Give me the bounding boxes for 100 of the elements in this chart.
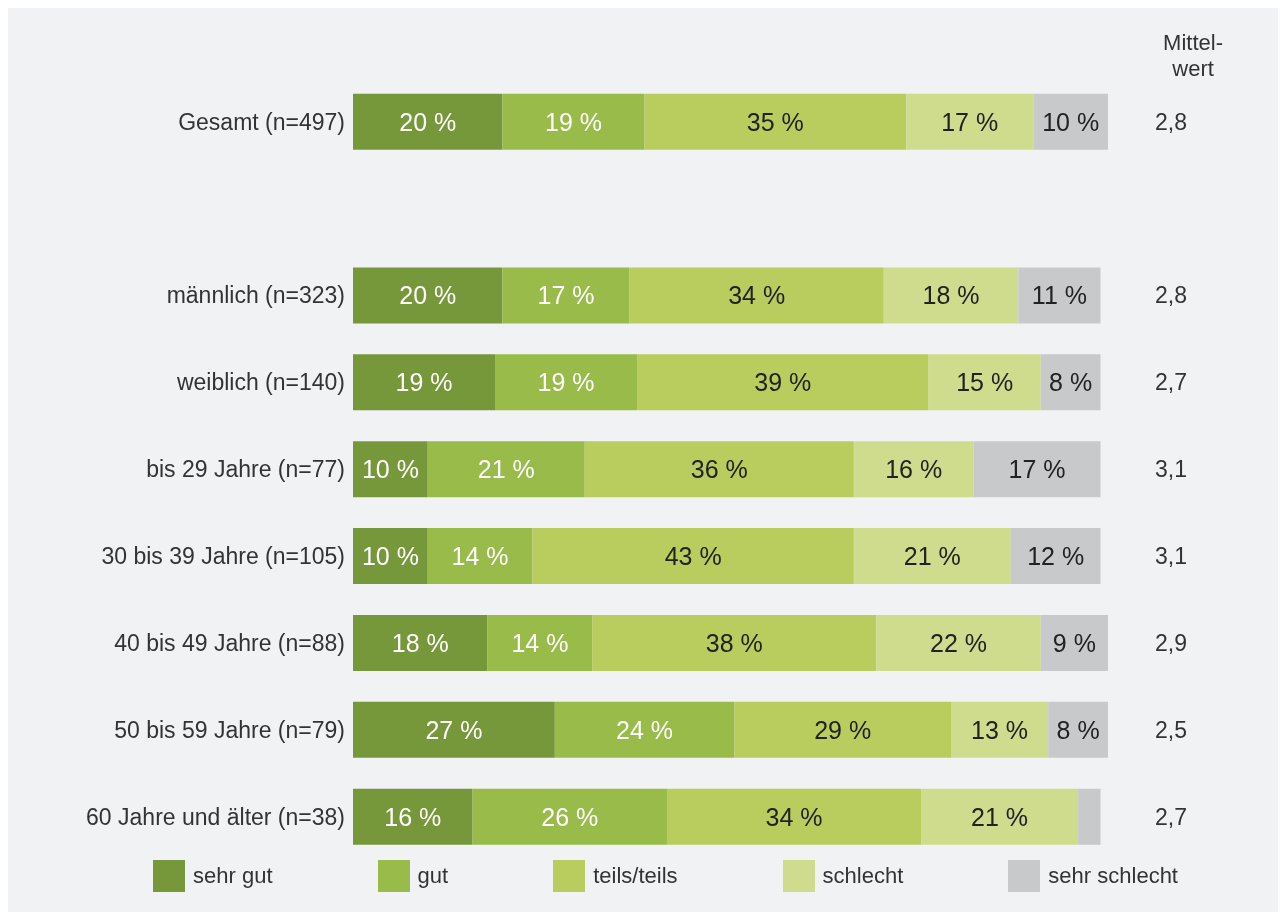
data-label: 39 % xyxy=(754,368,812,397)
bar xyxy=(554,701,735,758)
bar xyxy=(495,354,638,411)
y-tick-label: Gesamt (n=497) xyxy=(178,108,345,135)
data-label: 34 % xyxy=(765,802,823,831)
data-label: 19 % xyxy=(395,368,453,397)
data-label: 10 % xyxy=(361,455,419,484)
bar xyxy=(427,441,585,498)
bar xyxy=(1033,93,1108,150)
bar xyxy=(353,267,503,324)
bar xyxy=(883,267,1019,324)
data-label: 19 % xyxy=(545,107,603,136)
data-label: 19 % xyxy=(537,368,595,397)
y-tick-label: 60 Jahre und älter (n=38) xyxy=(86,803,345,830)
y-tick-label: 40 bis 49 Jahre (n=88) xyxy=(114,629,345,656)
data-label: 35 % xyxy=(746,107,804,136)
y-tick-label: 50 bis 59 Jahre (n=79) xyxy=(114,716,345,743)
bar xyxy=(353,614,488,671)
data-label: 21 % xyxy=(903,542,961,571)
bar xyxy=(906,93,1034,150)
bar xyxy=(353,701,555,758)
text: 2,5 xyxy=(1155,716,1187,743)
data-label: 20 % xyxy=(399,281,457,310)
text: 2,7 xyxy=(1155,369,1187,396)
bar xyxy=(629,267,884,324)
data-label: 43 % xyxy=(664,542,722,571)
text: 2,8 xyxy=(1155,282,1187,309)
bar xyxy=(951,701,1049,758)
data-label: 8 % xyxy=(1056,715,1100,744)
data-label: 29 % xyxy=(814,715,872,744)
legend-label: sehr schlecht xyxy=(1048,863,1178,889)
bar xyxy=(853,441,974,498)
data-label: 21 % xyxy=(477,455,535,484)
bar xyxy=(427,528,533,585)
data-label: 22 % xyxy=(930,628,987,657)
y-tick-label: weiblich (n=140) xyxy=(175,369,345,396)
text: 3,1 xyxy=(1155,543,1187,570)
bar xyxy=(666,788,922,845)
data-label: 17 % xyxy=(941,107,999,136)
data-label: 14 % xyxy=(451,542,509,571)
bar xyxy=(973,441,1101,498)
bar xyxy=(1040,354,1101,411)
data-label: 20 % xyxy=(399,107,457,136)
data-label: 21 % xyxy=(971,802,1029,831)
data-label: 10 % xyxy=(361,542,419,571)
bar xyxy=(853,528,1011,585)
text: Mittel- wert xyxy=(1163,30,1223,82)
legend-label: sehr gut xyxy=(193,863,273,889)
bar xyxy=(637,354,929,411)
bar xyxy=(1048,701,1108,758)
bar xyxy=(353,93,503,150)
bar xyxy=(876,614,1041,671)
data-label: 16 % xyxy=(384,802,442,831)
text: 2,9 xyxy=(1155,629,1187,656)
bar xyxy=(921,788,1079,845)
data-label: 8 % xyxy=(1049,368,1093,397)
data-label: 14 % xyxy=(511,628,569,657)
data-label: 18 % xyxy=(922,281,980,310)
legend-label: gut xyxy=(417,863,449,889)
bar xyxy=(487,614,593,671)
data-label: 10 % xyxy=(1042,107,1100,136)
legend-label: schlecht xyxy=(822,863,904,889)
bar xyxy=(644,93,907,150)
y-tick-label: 30 bis 39 Jahre (n=105) xyxy=(101,543,345,570)
bar xyxy=(1010,528,1101,585)
legend-label: teils/teils xyxy=(593,863,678,889)
data-label: 36 % xyxy=(690,455,748,484)
data-label: 12 % xyxy=(1027,542,1085,571)
y-tick-label: männlich (n=323) xyxy=(166,282,345,309)
text: 2,7 xyxy=(1155,803,1187,830)
data-label: 13 % xyxy=(971,715,1029,744)
bar xyxy=(928,354,1041,411)
data-label: 24 % xyxy=(616,715,674,744)
data-label: 15 % xyxy=(956,368,1014,397)
bar xyxy=(592,614,877,671)
data-label: 9 % xyxy=(1052,628,1096,657)
data-label: 16 % xyxy=(885,455,943,484)
bar xyxy=(353,528,428,585)
text: 2,8 xyxy=(1155,108,1187,135)
data-label: 18 % xyxy=(391,628,449,657)
bar xyxy=(353,354,496,411)
data-label: 38 % xyxy=(705,628,763,657)
data-label: 17 % xyxy=(537,281,595,310)
bar xyxy=(353,441,428,498)
text: 3,1 xyxy=(1155,456,1187,483)
bar xyxy=(502,267,630,324)
data-label: 11 % xyxy=(1031,281,1087,310)
data-label: 34 % xyxy=(728,281,786,310)
bar xyxy=(472,788,667,845)
bar xyxy=(502,93,645,150)
bar xyxy=(353,788,473,845)
bar xyxy=(584,441,854,498)
y-tick-label: bis 29 Jahre (n=77) xyxy=(146,456,345,483)
bar xyxy=(734,701,952,758)
data-label: 26 % xyxy=(541,802,599,831)
data-label: 27 % xyxy=(425,715,483,744)
bar xyxy=(1018,267,1101,324)
bar xyxy=(1040,614,1108,671)
bar xyxy=(1078,788,1101,845)
bar xyxy=(532,528,854,585)
